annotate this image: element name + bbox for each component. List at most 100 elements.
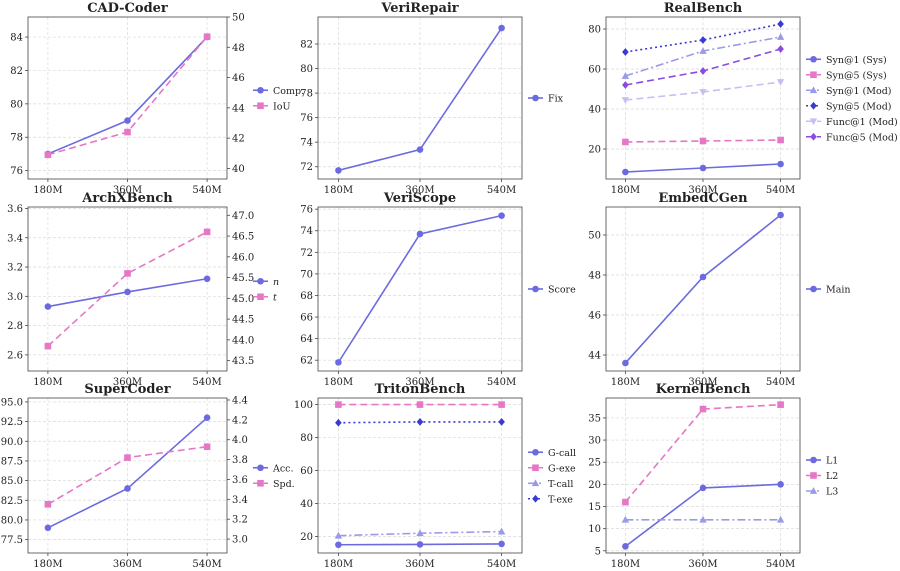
series-spd- [44,443,211,508]
y2-tick-label: 45.5 [232,273,254,284]
y-tick-label: 80 [300,64,313,75]
legend-marker [810,132,817,141]
grid [28,398,227,553]
data-point [699,484,707,492]
data-point [416,230,424,238]
legend-item: Fix [528,94,564,105]
y-tick-label: 3.2 [7,263,23,274]
data-point [498,418,505,426]
y-tick-label: 30 [588,436,601,447]
data-point [497,527,506,535]
y2-tick-label: 50 [232,13,245,24]
legend-item: G-call [528,448,576,459]
legend: Fix [528,94,564,105]
data-point [416,401,424,408]
legend-label: Func@5 (Mod) [826,132,898,143]
series-l3 [621,515,785,523]
y-tick-label: 20 [588,480,601,491]
data-point [416,418,424,426]
legend: L1 L2 L3 [806,456,838,498]
series-iou [44,33,211,159]
y2-tick-label: 46.5 [232,232,254,243]
x-tick-label: 360M [113,185,142,196]
series-syn-1-mod- [621,33,785,79]
legend-marker [810,55,817,63]
y-tick-label: 80 [588,25,601,36]
x-tick-label: 540M [487,377,516,388]
legend-item: t [253,292,277,303]
x-tick-label: 540M [766,559,795,570]
y-tick-label: 87.5 [1,456,23,467]
data-point [699,273,707,281]
y-tick-label: 5 [595,546,601,557]
chart-title: TritonBench [375,382,466,397]
legend-marker [532,464,539,472]
x-tick-label: 180M [611,559,640,570]
x-tick-label: 180M [33,559,62,570]
legend-item: L3 [806,487,838,498]
data-point [777,45,784,53]
legend-label: t [273,292,277,303]
legend-item: L2 [806,471,838,482]
y2-tick-label: 4.2 [232,415,248,426]
y-tick-label: 76 [300,205,313,216]
legend-marker [257,277,264,285]
series-line [625,23,781,53]
data-point [699,67,707,75]
legend-label: Syn@5 (Sys) [826,70,887,81]
legend: Comp. IoU [253,86,304,112]
data-point [203,275,211,283]
y-tick-label: 92.5 [1,417,23,428]
y-tick-label: 3.4 [7,233,23,244]
y-tick-label: 80 [300,433,313,444]
series-func-1-mod- [621,79,785,104]
chart-title: KernelBench [656,382,751,397]
x-tick-label: 180M [611,377,640,388]
y-tick-label: 46 [588,311,601,322]
x-tick-label: 180M [324,185,353,196]
y-tick-label: 78 [300,89,313,100]
series-main [622,211,784,367]
panel-supercoder: SuperCoder 77.5 80.0 82.5 85.0 87.5 90.0 92.5 95… [1,382,295,570]
series-n [44,275,211,310]
series-func-5-mod- [622,45,784,89]
data-point [335,167,342,174]
y-tick-label: 25 [588,458,601,469]
legend-marker [809,118,818,126]
chart-title: ArchXBench [81,191,173,206]
data-point [124,128,131,136]
data-point [622,543,629,550]
data-point [335,359,342,366]
data-point [622,168,629,176]
legend-label: IoU [273,101,290,112]
x-tick-label: 540M [192,377,221,388]
y-tick-label: 70 [300,269,313,280]
legend-label: G-exe [548,463,576,474]
y2-tick-label: 47.0 [232,211,254,222]
panel-embedcgen: EmbedCGen 44 46 48 50 180M 360M 540M Main [588,191,850,388]
x-tick-label: 540M [487,185,516,196]
legend: G-call G-exe T-call T-exe [528,448,576,505]
x-tick-label: 180M [324,377,353,388]
y-tick-label: 76 [10,166,23,177]
y2-tick-label: 46 [232,73,245,84]
data-point [124,270,131,277]
x-tick-label: 360M [405,559,434,570]
series-acc- [44,414,211,532]
y-tick-label: 95.0 [1,397,23,408]
panel-verirepair: VeriRepair 72 74 76 78 80 82 180M 360M 540M Fix [300,1,563,196]
legend-item: G-exe [528,463,576,474]
y-tick-label: 85.0 [1,476,23,487]
legend-item: Spd. [253,479,295,490]
y2-tick-label: 40 [232,164,245,175]
y-tick-label: 90.0 [1,437,23,448]
grid [606,17,800,179]
y-tick-label: 74 [300,226,313,237]
legend-item: Func@1 (Mod) [806,117,898,128]
data-point [622,498,629,506]
data-point [498,540,505,548]
series-score [335,212,505,366]
y-tick-label: 62 [300,356,313,367]
x-tick-label: 540M [766,185,795,196]
